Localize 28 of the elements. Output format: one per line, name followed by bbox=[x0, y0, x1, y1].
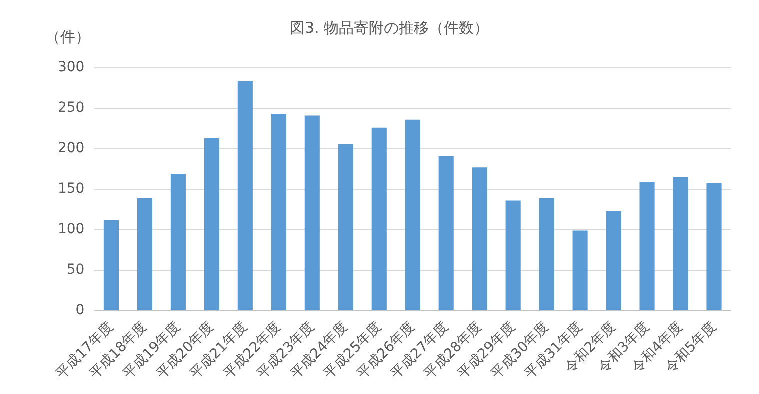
bar bbox=[204, 138, 220, 310]
bar bbox=[304, 116, 320, 310]
y-tick-label: 200 bbox=[58, 140, 85, 157]
bar bbox=[405, 120, 420, 310]
bar bbox=[438, 156, 454, 310]
bar bbox=[104, 220, 119, 310]
bar bbox=[673, 177, 688, 310]
bar bbox=[506, 200, 521, 310]
bar bbox=[137, 198, 152, 310]
bar bbox=[572, 230, 588, 310]
chart-title: 図3. 物品寄附の推移（件数） bbox=[290, 18, 490, 37]
y-tick-label: 50 bbox=[66, 262, 85, 278]
y-tick-label: 150 bbox=[58, 181, 85, 198]
y-axis-title: （件） bbox=[46, 28, 90, 46]
bar bbox=[606, 211, 622, 310]
bar bbox=[170, 174, 186, 310]
bar bbox=[706, 182, 722, 310]
bar bbox=[472, 168, 488, 310]
y-tick-label: 0 bbox=[76, 302, 85, 319]
y-tick-label: 250 bbox=[58, 100, 85, 116]
bar bbox=[238, 80, 253, 310]
bar bbox=[338, 144, 354, 310]
bar bbox=[271, 114, 286, 310]
bar bbox=[372, 128, 387, 310]
y-tick-label: 300 bbox=[58, 60, 85, 76]
y-tick-label: 100 bbox=[58, 222, 85, 238]
bar bbox=[640, 182, 655, 310]
bar bbox=[539, 198, 554, 310]
